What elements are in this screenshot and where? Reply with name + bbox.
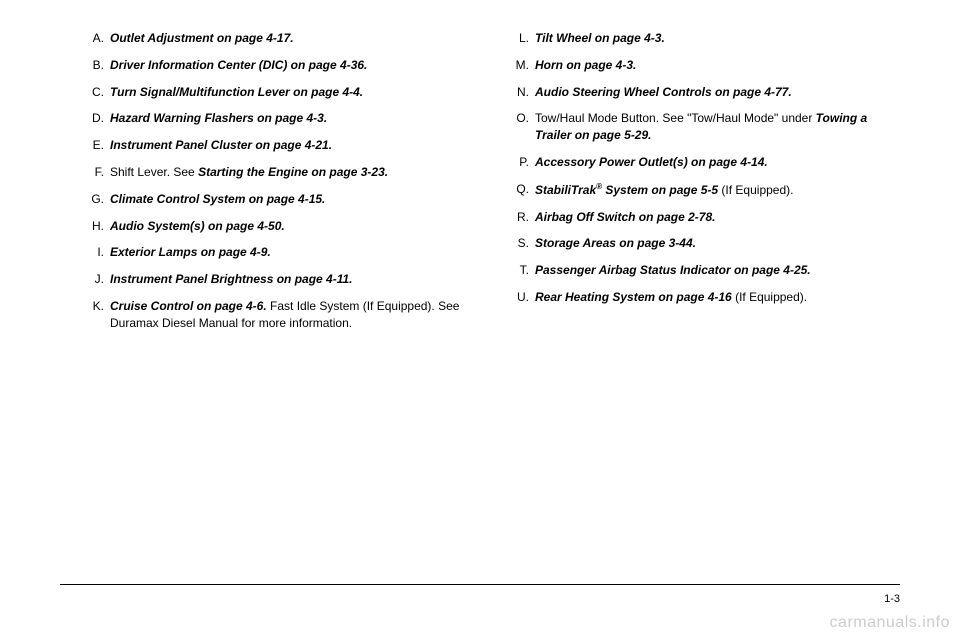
item-content: StabiliTrak® System on page 5-5 (If Equi… (535, 181, 900, 199)
item-content: Audio Steering Wheel Controls on page 4-… (535, 84, 900, 101)
list-item: L.Tilt Wheel on page 4-3. (515, 30, 900, 47)
item-content: Rear Heating System on page 4-16 (If Equ… (535, 289, 900, 306)
item-letter: P. (515, 154, 535, 171)
item-content: Cruise Control on page 4-6. Fast Idle Sy… (110, 298, 475, 332)
item-content: Driver Information Center (DIC) on page … (110, 57, 475, 74)
item-content: Horn on page 4-3. (535, 57, 900, 74)
item-content: Shift Lever. See Starting the Engine on … (110, 164, 475, 181)
item-letter: A. (90, 30, 110, 47)
item-content: Audio System(s) on page 4-50. (110, 218, 475, 235)
list-item: T.Passenger Airbag Status Indicator on p… (515, 262, 900, 279)
list-item: K.Cruise Control on page 4-6. Fast Idle … (90, 298, 475, 332)
item-letter: K. (90, 298, 110, 332)
item-content: Accessory Power Outlet(s) on page 4-14. (535, 154, 900, 171)
list-item: Q.StabiliTrak® System on page 5-5 (If Eq… (515, 181, 900, 199)
item-letter: N. (515, 84, 535, 101)
item-letter: M. (515, 57, 535, 74)
left-column: A.Outlet Adjustment on page 4-17.B.Drive… (90, 30, 475, 342)
item-letter: H. (90, 218, 110, 235)
list-item: B.Driver Information Center (DIC) on pag… (90, 57, 475, 74)
item-letter: E. (90, 137, 110, 154)
list-item: I.Exterior Lamps on page 4-9. (90, 244, 475, 261)
list-item: G.Climate Control System on page 4-15. (90, 191, 475, 208)
item-content: Airbag Off Switch on page 2-78. (535, 209, 900, 226)
item-content: Instrument Panel Brightness on page 4-11… (110, 271, 475, 288)
right-column: L.Tilt Wheel on page 4-3.M.Horn on page … (515, 30, 900, 342)
list-item: S.Storage Areas on page 3-44. (515, 235, 900, 252)
item-letter: U. (515, 289, 535, 306)
item-letter: S. (515, 235, 535, 252)
list-item: E.Instrument Panel Cluster on page 4-21. (90, 137, 475, 154)
item-content: Tow/Haul Mode Button. See "Tow/Haul Mode… (535, 110, 900, 144)
item-content: Hazard Warning Flashers on page 4-3. (110, 110, 475, 127)
item-content: Climate Control System on page 4-15. (110, 191, 475, 208)
page-number: 1-3 (884, 593, 900, 605)
list-item: O.Tow/Haul Mode Button. See "Tow/Haul Mo… (515, 110, 900, 144)
list-item: M.Horn on page 4-3. (515, 57, 900, 74)
watermark-text: carmanuals.info (830, 614, 950, 632)
list-item: D.Hazard Warning Flashers on page 4-3. (90, 110, 475, 127)
item-content: Exterior Lamps on page 4-9. (110, 244, 475, 261)
list-item: R.Airbag Off Switch on page 2-78. (515, 209, 900, 226)
item-letter: J. (90, 271, 110, 288)
item-content: Outlet Adjustment on page 4-17. (110, 30, 475, 47)
item-content: Passenger Airbag Status Indicator on pag… (535, 262, 900, 279)
item-letter: D. (90, 110, 110, 127)
item-letter: L. (515, 30, 535, 47)
list-item: U.Rear Heating System on page 4-16 (If E… (515, 289, 900, 306)
item-content: Instrument Panel Cluster on page 4-21. (110, 137, 475, 154)
item-content: Storage Areas on page 3-44. (535, 235, 900, 252)
item-letter: I. (90, 244, 110, 261)
item-letter: G. (90, 191, 110, 208)
item-content: Turn Signal/Multifunction Lever on page … (110, 84, 475, 101)
list-item: H.Audio System(s) on page 4-50. (90, 218, 475, 235)
list-item: F.Shift Lever. See Starting the Engine o… (90, 164, 475, 181)
footer-divider (60, 584, 900, 585)
item-letter: F. (90, 164, 110, 181)
list-item: J.Instrument Panel Brightness on page 4-… (90, 271, 475, 288)
content-columns: A.Outlet Adjustment on page 4-17.B.Drive… (90, 30, 900, 342)
list-item: N.Audio Steering Wheel Controls on page … (515, 84, 900, 101)
list-item: P.Accessory Power Outlet(s) on page 4-14… (515, 154, 900, 171)
list-item: A.Outlet Adjustment on page 4-17. (90, 30, 475, 47)
list-item: C.Turn Signal/Multifunction Lever on pag… (90, 84, 475, 101)
item-letter: O. (515, 110, 535, 144)
item-letter: Q. (515, 181, 535, 199)
item-letter: C. (90, 84, 110, 101)
item-letter: R. (515, 209, 535, 226)
manual-page: A.Outlet Adjustment on page 4-17.B.Drive… (0, 0, 960, 640)
item-letter: T. (515, 262, 535, 279)
item-content: Tilt Wheel on page 4-3. (535, 30, 900, 47)
item-letter: B. (90, 57, 110, 74)
